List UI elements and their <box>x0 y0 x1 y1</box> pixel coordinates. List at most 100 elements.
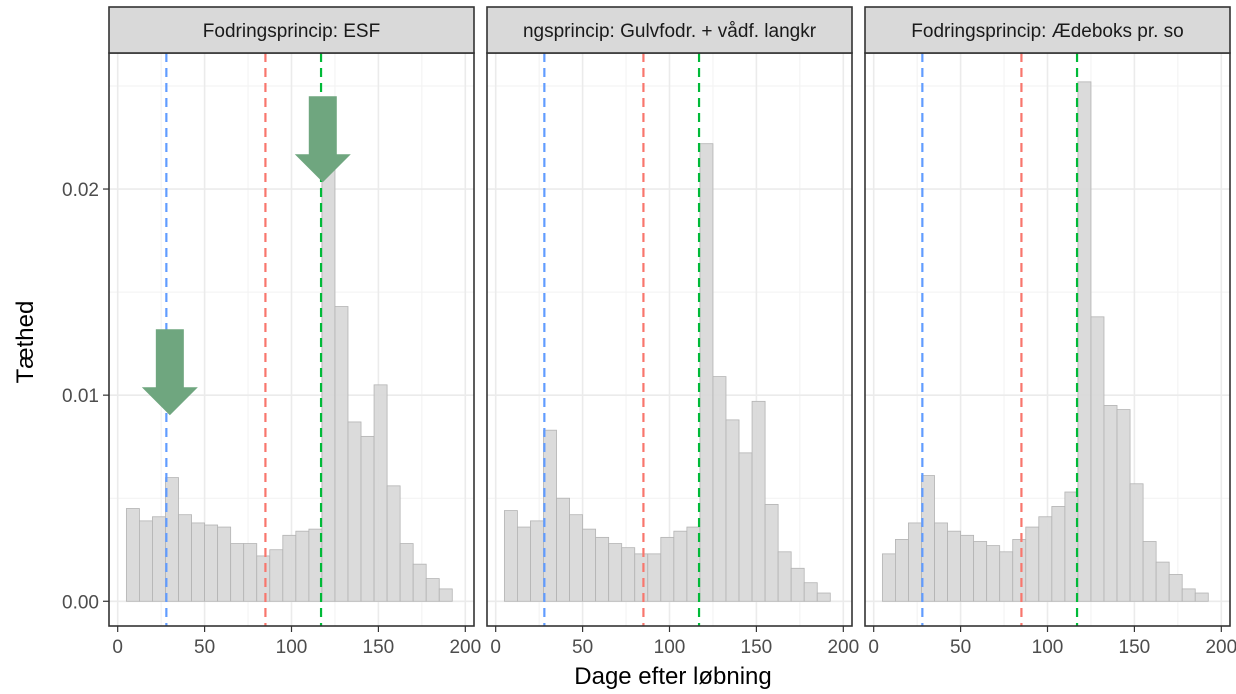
histogram-bar <box>1155 561 1170 602</box>
histogram-bar <box>764 503 779 602</box>
histogram-bar <box>269 549 284 602</box>
histogram-bar <box>1194 592 1209 602</box>
histogram-bar <box>399 543 414 602</box>
histogram-bar <box>582 528 597 602</box>
histogram-bar <box>881 553 896 602</box>
histogram-bar <box>360 435 375 602</box>
y-tick-label: 0.00 <box>62 592 99 613</box>
histogram-bar <box>438 588 453 602</box>
histogram-bar <box>908 522 922 602</box>
x-tick-label: 200 <box>449 637 481 658</box>
down-arrow-annotation <box>141 329 198 416</box>
histogram-bar <box>217 526 232 602</box>
x-tick-label: 50 <box>194 637 215 658</box>
facet-strip <box>864 6 1231 54</box>
histogram-bar <box>1142 541 1157 602</box>
histogram-bar <box>1077 81 1092 602</box>
x-tick-label: 100 <box>654 637 686 658</box>
histogram-bar <box>503 510 518 602</box>
histogram-bar <box>777 551 792 602</box>
x-tick-label: 50 <box>572 637 593 658</box>
histogram-bar <box>125 508 140 602</box>
facet-panel-2: ngsprincip: Gulvfodr. + vådf. langkr 0 50 1… <box>486 6 859 658</box>
histogram-bar <box>530 520 544 602</box>
histogram-bar <box>738 452 753 602</box>
histogram-bar <box>725 419 740 602</box>
histogram-bar <box>1012 539 1027 602</box>
histogram-bar <box>895 539 909 602</box>
histogram-bar <box>621 547 636 602</box>
histogram-bar <box>986 545 1001 602</box>
histogram-bar <box>282 534 297 602</box>
plot-area <box>125 53 453 626</box>
histogram-bar <box>934 522 948 602</box>
histogram-bar <box>256 555 271 602</box>
histogram-bar <box>295 530 310 602</box>
facet-strip-label: Fodringsprincip: ESF <box>203 21 380 42</box>
histogram-bar <box>517 526 531 602</box>
histogram-bar <box>1181 588 1196 602</box>
x-tick-label: 0 <box>490 637 501 658</box>
histogram-bar <box>699 143 714 602</box>
x-tick-label: 150 <box>1119 637 1151 658</box>
histogram-bar <box>386 485 401 602</box>
histogram-bar <box>1051 506 1066 602</box>
histogram-bar <box>556 497 570 602</box>
histogram-bar <box>816 592 831 602</box>
histogram-bar <box>1103 405 1118 602</box>
histogram-bar <box>1116 409 1131 602</box>
histogram-bar <box>1090 316 1105 602</box>
histogram-bar <box>960 534 975 602</box>
y-tick-label: 0.01 <box>62 386 99 407</box>
x-axis-title: Dage efter løbning <box>574 663 771 690</box>
histogram-bar <box>803 582 818 602</box>
histogram-bar <box>569 514 583 602</box>
histogram-bar <box>425 578 440 602</box>
histogram-bar <box>1025 526 1040 602</box>
histogram-bar <box>634 553 649 602</box>
histogram-bar <box>790 567 805 602</box>
x-tick-label: 0 <box>112 637 123 658</box>
histogram-bar <box>647 553 662 602</box>
x-tick-label: 0 <box>868 637 879 658</box>
histogram-bar <box>191 522 205 602</box>
histogram-bar <box>712 376 727 602</box>
x-tick-label: 200 <box>827 637 859 658</box>
histogram-bar <box>178 514 192 602</box>
histogram-bar <box>139 520 153 602</box>
x-tick-label: 100 <box>276 637 308 658</box>
facet-panel-1: Fodringsprincip: ESF 0 50 100 150 200 <box>108 6 481 658</box>
histogram-bar <box>973 541 988 602</box>
x-tick-label: 150 <box>363 637 395 658</box>
histogram-bar <box>321 163 336 602</box>
histogram-bar <box>999 551 1014 602</box>
histogram-bar <box>660 536 675 602</box>
histogram-bar <box>412 563 427 602</box>
histogram-bar <box>673 530 688 602</box>
histogram-bar <box>543 429 557 602</box>
x-tick-label: 50 <box>950 637 971 658</box>
x-tick-label: 150 <box>741 637 773 658</box>
y-axis-title: Tæthed <box>12 301 39 384</box>
facet-strip <box>108 6 475 54</box>
plot-area <box>503 53 831 626</box>
x-tick-label: 200 <box>1205 637 1236 658</box>
histogram-bar <box>230 543 245 602</box>
facet-strip-label: ngsprincip: Gulvfodr. + vådf. langkr <box>523 21 817 42</box>
histogram-bar <box>373 384 388 602</box>
histogram-bar <box>243 543 258 602</box>
y-tick-label: 0.02 <box>62 180 99 201</box>
histogram-bar <box>751 400 766 602</box>
histogram-bar <box>608 543 623 602</box>
histogram-bar <box>204 524 219 602</box>
histogram-bar <box>947 530 961 602</box>
facet-panels: 0.00 0.01 0.02 Fodringsprincip: ESF 0 50 100 15… <box>62 6 1236 658</box>
histogram-bar <box>347 421 362 602</box>
plot-area <box>881 53 1209 626</box>
histogram-bar <box>595 536 610 602</box>
facet-strip-label: Fodringsprincip: Ædeboks pr. so <box>911 21 1183 42</box>
down-arrow-annotation <box>294 96 351 183</box>
histogram-bar <box>1038 516 1053 602</box>
facet-panel-3: Fodringsprincip: Ædeboks pr. so 0 50 100 150… <box>864 6 1236 658</box>
